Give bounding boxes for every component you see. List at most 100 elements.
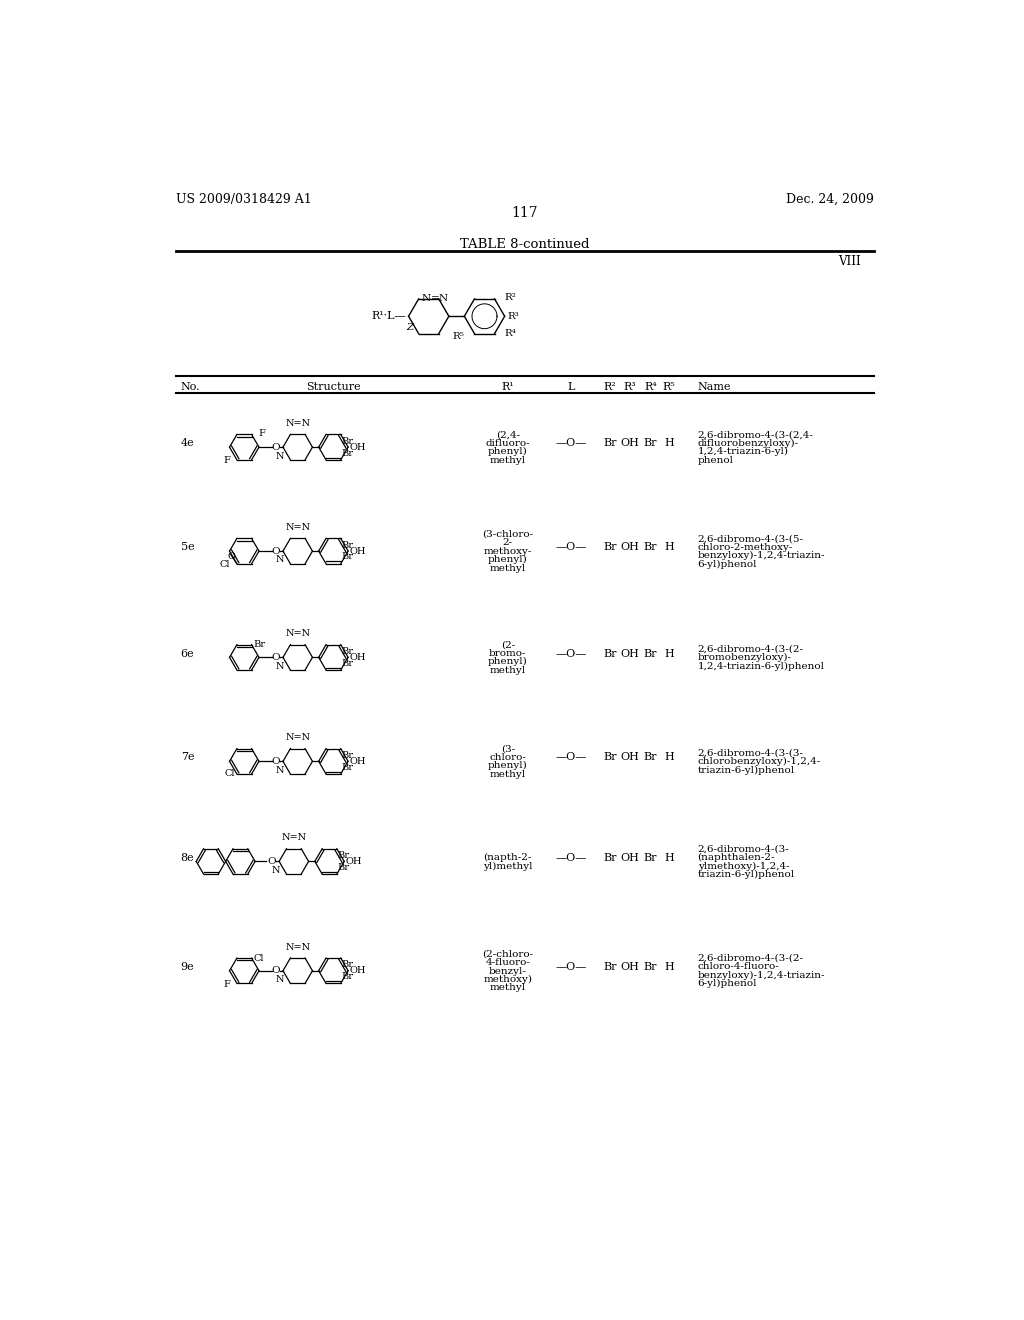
Text: (3-: (3- bbox=[501, 744, 515, 754]
Text: Br: Br bbox=[644, 648, 657, 659]
Text: phenol: phenol bbox=[697, 455, 733, 465]
Text: Br: Br bbox=[342, 961, 353, 969]
Text: R⁴: R⁴ bbox=[644, 381, 656, 392]
Text: 1,2,4-triazin-6-yl)phenol: 1,2,4-triazin-6-yl)phenol bbox=[697, 661, 824, 671]
Text: N=N: N=N bbox=[285, 523, 310, 532]
Text: methoxy-: methoxy- bbox=[483, 546, 531, 556]
Text: methyl: methyl bbox=[489, 983, 525, 993]
Text: 2,6-dibromo-4-(3-(2,4-: 2,6-dibromo-4-(3-(2,4- bbox=[697, 430, 813, 440]
Text: ylmethoxy)-1,2,4-: ylmethoxy)-1,2,4- bbox=[697, 862, 790, 870]
Text: R²: R² bbox=[504, 293, 516, 302]
Text: Br: Br bbox=[342, 972, 353, 981]
Text: methyl: methyl bbox=[489, 455, 525, 465]
Text: Br: Br bbox=[342, 647, 353, 656]
Text: 4-fluoro-: 4-fluoro- bbox=[485, 958, 530, 968]
Text: methyl: methyl bbox=[489, 770, 525, 779]
Text: chloro-4-fluoro-: chloro-4-fluoro- bbox=[697, 962, 779, 972]
Text: Br: Br bbox=[338, 851, 349, 861]
Text: 5e: 5e bbox=[180, 543, 195, 552]
Text: N=N: N=N bbox=[282, 833, 306, 842]
Text: OH: OH bbox=[621, 962, 640, 972]
Text: benzyloxy)-1,2,4-triazin-: benzyloxy)-1,2,4-triazin- bbox=[697, 552, 825, 560]
Text: Br: Br bbox=[342, 763, 353, 772]
Text: O: O bbox=[271, 756, 281, 766]
Text: Br: Br bbox=[603, 648, 616, 659]
Text: methyl: methyl bbox=[489, 564, 525, 573]
Text: O: O bbox=[271, 966, 281, 975]
Text: H: H bbox=[665, 752, 674, 763]
Text: 117: 117 bbox=[511, 206, 539, 220]
Text: US 2009/0318429 A1: US 2009/0318429 A1 bbox=[176, 193, 311, 206]
Text: N: N bbox=[422, 294, 431, 304]
Text: N=N: N=N bbox=[285, 418, 310, 428]
Text: phenyl): phenyl) bbox=[487, 556, 527, 565]
Text: Br: Br bbox=[644, 438, 657, 449]
Text: —O—: —O— bbox=[556, 543, 587, 552]
Text: 1,2,4-triazin-6-yl): 1,2,4-triazin-6-yl) bbox=[697, 447, 788, 457]
Text: 6-yl)phenol: 6-yl)phenol bbox=[697, 979, 757, 989]
Text: Br: Br bbox=[342, 751, 353, 760]
Text: Br: Br bbox=[644, 543, 657, 552]
Text: R⁴: R⁴ bbox=[504, 330, 516, 338]
Text: 8e: 8e bbox=[180, 853, 195, 862]
Text: H: H bbox=[665, 962, 674, 972]
Text: N=N: N=N bbox=[285, 630, 310, 638]
Text: 2,6-dibromo-4-(3-(3-: 2,6-dibromo-4-(3-(3- bbox=[697, 748, 804, 758]
Text: H: H bbox=[665, 648, 674, 659]
Text: OH: OH bbox=[349, 546, 367, 556]
Text: O: O bbox=[268, 857, 276, 866]
Text: phenyl): phenyl) bbox=[487, 657, 527, 667]
Text: N: N bbox=[275, 661, 284, 671]
Text: N: N bbox=[275, 975, 284, 985]
Text: VIII: VIII bbox=[838, 256, 860, 268]
Text: benzyl-: benzyl- bbox=[488, 966, 526, 975]
Text: 9e: 9e bbox=[180, 962, 195, 972]
Text: R¹: R¹ bbox=[502, 381, 514, 392]
Text: O: O bbox=[271, 653, 281, 661]
Text: 4e: 4e bbox=[180, 438, 195, 449]
Text: O: O bbox=[271, 546, 281, 556]
Text: triazin-6-yl)phenol: triazin-6-yl)phenol bbox=[697, 870, 795, 879]
Text: benzyloxy)-1,2,4-triazin-: benzyloxy)-1,2,4-triazin- bbox=[697, 970, 825, 979]
Text: R⁵: R⁵ bbox=[663, 381, 675, 392]
Text: H: H bbox=[665, 853, 674, 862]
Text: H: H bbox=[665, 543, 674, 552]
Text: OH: OH bbox=[621, 752, 640, 763]
Text: —O—: —O— bbox=[556, 438, 587, 449]
Text: Br: Br bbox=[603, 853, 616, 862]
Text: 2,6-dibromo-4-(3-: 2,6-dibromo-4-(3- bbox=[697, 845, 790, 854]
Text: Br: Br bbox=[603, 962, 616, 972]
Text: yl)methyl: yl)methyl bbox=[483, 862, 532, 870]
Text: Br: Br bbox=[342, 541, 353, 549]
Text: Name: Name bbox=[697, 381, 731, 392]
Text: OH: OH bbox=[349, 653, 367, 661]
Text: O: O bbox=[227, 553, 236, 561]
Text: Structure: Structure bbox=[306, 381, 360, 392]
Text: —O—: —O— bbox=[556, 853, 587, 862]
Text: L: L bbox=[567, 381, 575, 392]
Text: N: N bbox=[275, 451, 284, 461]
Text: Br: Br bbox=[644, 752, 657, 763]
Text: N: N bbox=[275, 556, 284, 565]
Text: 7e: 7e bbox=[180, 752, 195, 763]
Text: Br: Br bbox=[342, 553, 353, 561]
Text: (2-: (2- bbox=[501, 640, 515, 649]
Text: N: N bbox=[275, 766, 284, 775]
Text: methyl: methyl bbox=[489, 665, 525, 675]
Text: OH: OH bbox=[349, 966, 367, 975]
Text: —O—: —O— bbox=[556, 648, 587, 659]
Text: (napth-2-: (napth-2- bbox=[483, 853, 531, 862]
Text: O: O bbox=[271, 442, 281, 451]
Text: Br: Br bbox=[342, 437, 353, 446]
Text: Br: Br bbox=[603, 438, 616, 449]
Text: OH: OH bbox=[621, 438, 640, 449]
Text: N: N bbox=[439, 294, 447, 304]
Text: bromo-: bromo- bbox=[489, 649, 526, 657]
Text: Z: Z bbox=[407, 323, 414, 331]
Text: difluorobenzyloxy)-: difluorobenzyloxy)- bbox=[697, 438, 799, 447]
Text: Dec. 24, 2009: Dec. 24, 2009 bbox=[785, 193, 873, 206]
Text: (naphthalen-2-: (naphthalen-2- bbox=[697, 853, 775, 862]
Text: chloro-2-methoxy-: chloro-2-methoxy- bbox=[697, 543, 793, 552]
Text: R³: R³ bbox=[507, 312, 519, 321]
Text: R³: R³ bbox=[624, 381, 637, 392]
